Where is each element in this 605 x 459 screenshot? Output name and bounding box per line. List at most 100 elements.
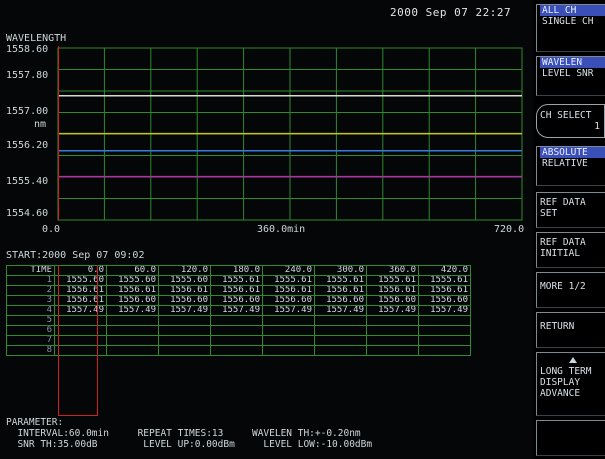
level-snr-label: LEVEL SNR <box>542 68 594 79</box>
wavelen-level-softkey[interactable]: WAVELEN LEVEL SNR <box>536 56 605 96</box>
wavelength-cell <box>54 325 107 336</box>
table-row[interactable]: 1 1555.60 1555.60 1555.60 1555.61 1555.61 1555… <box>6 275 471 286</box>
wavelength-cell: 1555.60 <box>54 275 107 286</box>
absolute-label: ABSOLUTE <box>540 147 605 158</box>
wavelength-cell <box>158 325 211 336</box>
wavelength-cell <box>366 345 419 356</box>
param-interval: INTERVAL:60.0min <box>17 428 109 439</box>
wavelength-cell: 1555.61 <box>366 275 419 286</box>
wavelength-cell <box>106 315 159 326</box>
wavelength-cell: 1556.61 <box>314 285 367 296</box>
wavelength-graph <box>57 47 523 221</box>
more-softkey[interactable]: MORE 1/2 <box>536 272 605 308</box>
wavelength-cell <box>262 325 315 336</box>
wavelength-cell: 1556.60 <box>158 295 211 306</box>
time-header: TIME <box>6 265 55 276</box>
table-row[interactable]: 5 <box>6 315 471 326</box>
graph-title: WAVELENGTH <box>6 33 67 44</box>
y-label: 1555.40 <box>6 176 49 187</box>
wavelength-cell <box>106 345 159 356</box>
wavelength-cell: 1557.49 <box>418 305 471 316</box>
wavelength-cell <box>418 315 471 326</box>
wavelength-cell: 1556.61 <box>54 285 107 296</box>
wavelength-cell: 1555.61 <box>418 275 471 286</box>
wavelength-cell <box>210 315 263 326</box>
blank-softkey[interactable] <box>536 420 605 456</box>
wavelength-cell: 1556.61 <box>106 285 159 296</box>
ref-data-initial-label: REF DATA <box>540 237 586 248</box>
softkey-panel: ALL CH SINGLE CH WAVELEN LEVEL SNR CH SE… <box>536 0 605 459</box>
wavelength-cell: 1556.60 <box>262 295 315 306</box>
time-column-header: 180.0 <box>210 265 263 276</box>
long-term-display-softkey[interactable]: LONG TERM DISPLAY ADVANCE <box>536 352 605 416</box>
wavelength-cell <box>262 335 315 346</box>
wavelength-cell: 1555.61 <box>314 275 367 286</box>
table-header-row: TIME 0.0 60.0 120.0 180.0 240.0 300.0 360.0 420.… <box>6 265 471 276</box>
absolute-relative-softkey[interactable]: ABSOLUTE RELATIVE <box>536 146 605 186</box>
time-cursor[interactable] <box>58 46 59 220</box>
time-column-header: 60.0 <box>106 265 159 276</box>
wavelength-cell <box>262 345 315 356</box>
wavelength-cell <box>314 345 367 356</box>
x-label: 360.0min <box>257 224 306 235</box>
table-row[interactable]: 4 1557.49 1557.49 1557.49 1557.49 1557.49 1557… <box>6 305 471 316</box>
table-row[interactable]: 7 <box>6 335 471 346</box>
time-column-header: 240.0 <box>262 265 315 276</box>
channel-number: 3 <box>6 295 55 306</box>
ch-select-label: CH SELECT <box>540 110 592 121</box>
main-screen: 2000 Sep 07 22:27 WAVELENGTH 1558.60 155… <box>6 6 525 450</box>
long-term-label: LONG TERM <box>540 366 592 377</box>
ref-data-initial-label-2: INITIAL <box>540 248 581 259</box>
wavelength-cell: 1557.49 <box>54 305 107 316</box>
time-column-header: 0.0 <box>54 265 107 276</box>
time-column-header: 360.0 <box>366 265 419 276</box>
channel-number: 2 <box>6 285 55 296</box>
ref-data-initial-softkey[interactable]: REF DATA INITIAL <box>536 232 605 268</box>
wavelength-cell <box>418 335 471 346</box>
wavelength-cell <box>158 315 211 326</box>
wavelength-cell <box>158 335 211 346</box>
wavelength-cell <box>314 335 367 346</box>
wavelength-cell: 1557.49 <box>158 305 211 316</box>
wavelength-cell: 1556.60 <box>210 295 263 306</box>
wavelength-cell <box>106 325 159 336</box>
table-row[interactable]: 6 <box>6 325 471 336</box>
graph-traces <box>58 94 522 178</box>
ch-select-softkey[interactable]: CH SELECT 1 <box>536 104 605 138</box>
wavelength-cell: 1555.61 <box>262 275 315 286</box>
param-repeat: REPEAT TIMES:13 <box>137 428 224 439</box>
channel-number: 4 <box>6 305 55 316</box>
data-table: TIME 0.0 60.0 120.0 180.0 240.0 300.0 360.0 420.… <box>6 265 471 356</box>
ref-data-set-softkey[interactable]: REF DATA SET <box>536 192 605 228</box>
wavelength-cell <box>210 345 263 356</box>
more-label: MORE 1/2 <box>540 281 586 292</box>
wavelength-cell: 1557.49 <box>210 305 263 316</box>
all-single-ch-softkey[interactable]: ALL CH SINGLE CH <box>536 4 605 52</box>
long-term-display-label: DISPLAY <box>540 377 581 388</box>
wavelength-cell: 1556.61 <box>418 285 471 296</box>
wavelength-cell <box>210 335 263 346</box>
wavelength-cell: 1556.61 <box>366 285 419 296</box>
wavelength-cell: 1556.61 <box>158 285 211 296</box>
up-triangle-icon <box>540 355 605 366</box>
wavelength-cell: 1555.60 <box>106 275 159 286</box>
table-row[interactable]: 3 1556.61 1556.60 1556.60 1556.60 1556.60 1556… <box>6 295 471 306</box>
return-softkey[interactable]: RETURN <box>536 312 605 348</box>
table-row[interactable]: 8 <box>6 345 471 356</box>
channel-number: 8 <box>6 345 55 356</box>
long-term-advance-label: ADVANCE <box>540 388 581 399</box>
table-row[interactable]: 2 1556.61 1556.61 1556.61 1556.61 1556.61 1556… <box>6 285 471 296</box>
wavelength-cell <box>366 325 419 336</box>
wavelength-cell: 1555.60 <box>158 275 211 286</box>
wavelength-cell <box>314 315 367 326</box>
param-snr-th: SNR TH:35.00dB <box>17 439 98 450</box>
datetime: 2000 Sep 07 22:27 <box>390 6 512 19</box>
wavelength-cell <box>210 325 263 336</box>
wavelength-cell <box>158 345 211 356</box>
time-column-header: 120.0 <box>158 265 211 276</box>
channel-number: 7 <box>6 335 55 346</box>
relative-label: RELATIVE <box>542 158 588 169</box>
wavelength-cell: 1557.49 <box>314 305 367 316</box>
wavelength-cell: 1555.61 <box>210 275 263 286</box>
y-label: 1554.60 <box>6 208 49 219</box>
